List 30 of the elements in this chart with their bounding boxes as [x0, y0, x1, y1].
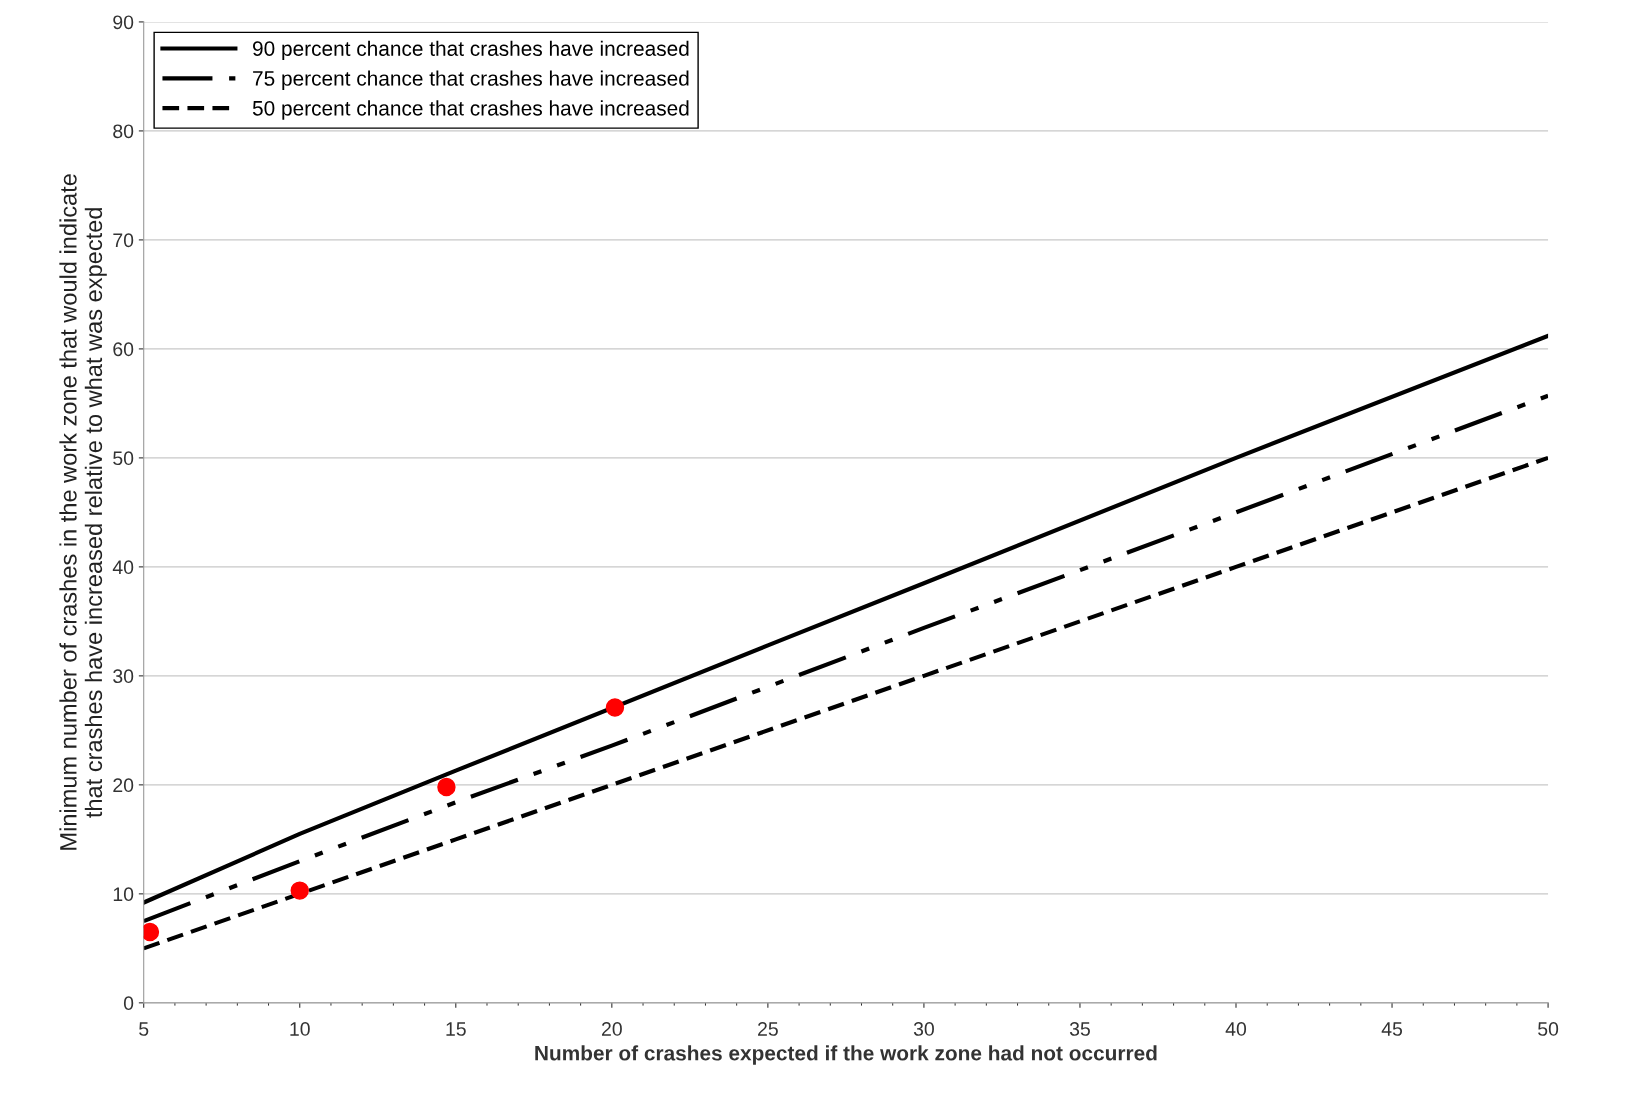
y-axis-title: Minimum number of crashes in the work zone that would indicate that crashes have increased relative to what was expected	[59, 174, 107, 850]
x-tick-label: 45	[1381, 1022, 1403, 1036]
y-tick-label: 50	[113, 451, 134, 466]
x-tick-label: 15	[446, 1022, 466, 1036]
legend-label: 90 percent chance that crashes have increased	[253, 40, 689, 61]
y-tick-label: 60	[113, 342, 134, 357]
y-tick-label: 20	[113, 778, 134, 793]
x-axis-title: Number of crashes expected if the work zone had not occurred	[535, 1045, 1157, 1065]
x-tick-label: 10	[290, 1022, 310, 1036]
point	[290, 881, 309, 900]
y-tick-label: 40	[112, 560, 134, 575]
point	[143, 922, 160, 942]
x-tick-label: 25	[758, 1022, 778, 1036]
y-tick-label: 70	[113, 233, 134, 248]
point	[437, 777, 456, 797]
legend-label: 50 percent chance that crashes have increased	[252, 100, 689, 120]
point	[605, 698, 625, 717]
x-tick-label: 5	[139, 1022, 149, 1036]
x-tick-label: 40	[1225, 1022, 1247, 1036]
y-tick-label: 80	[113, 124, 134, 139]
line-series	[143, 455, 1549, 951]
x-tick-label: 30	[913, 1022, 934, 1036]
y-tick-label: 90	[113, 15, 134, 30]
legend-label: 75 percent chance that crashes have increased	[253, 70, 689, 90]
y-tick-label: 10	[113, 887, 134, 902]
x-tick-label: 35	[1069, 1022, 1090, 1036]
y-tick-label: 30	[113, 669, 134, 684]
y-tick-label: 0	[123, 996, 134, 1011]
x-tick-label: 50	[1538, 1022, 1559, 1036]
x-tick-label: 20	[602, 1022, 622, 1036]
